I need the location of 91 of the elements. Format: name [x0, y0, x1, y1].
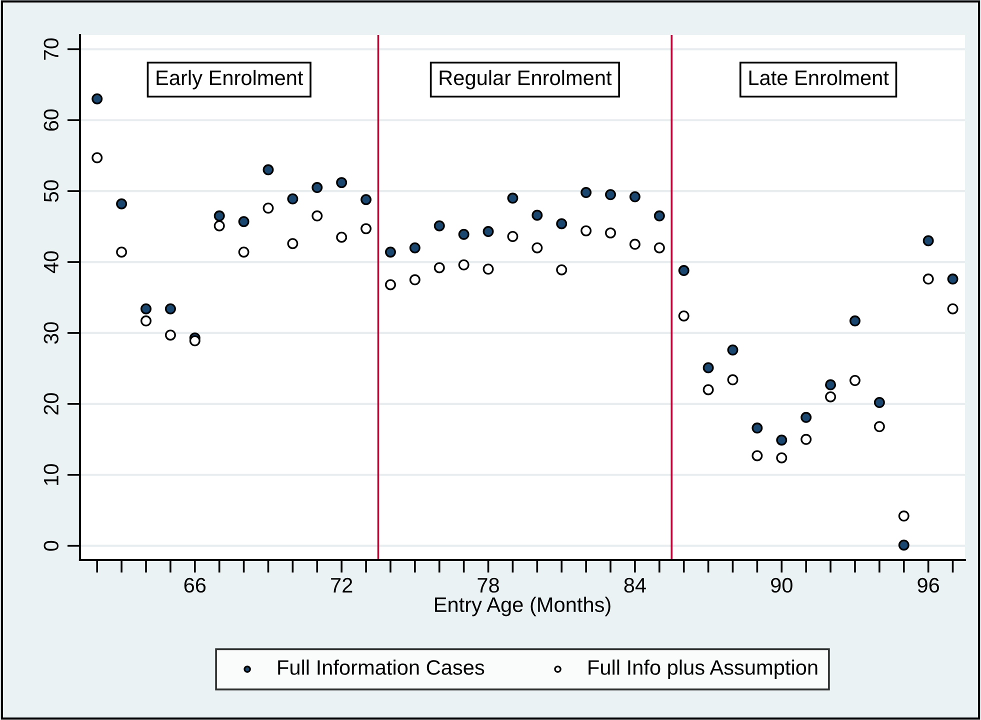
x-tick-label: 66	[184, 578, 206, 593]
x-tick-label: 96	[918, 578, 939, 593]
point	[654, 242, 665, 254]
point	[458, 228, 470, 240]
point	[776, 434, 788, 446]
point	[434, 220, 445, 232]
y-tick-label: 50	[44, 180, 59, 202]
annotation: Late Enrolment	[749, 70, 889, 86]
point	[654, 210, 665, 222]
point	[752, 422, 763, 434]
legend-label: Full Information Cases	[278, 660, 484, 675]
y-tick-label: 40	[44, 251, 59, 274]
point	[360, 223, 372, 234]
x-tick-label: 84	[624, 578, 646, 593]
point	[702, 362, 714, 374]
point	[92, 93, 103, 104]
point	[384, 279, 396, 290]
point	[507, 230, 518, 242]
point	[336, 232, 348, 243]
point	[556, 218, 568, 230]
point	[800, 434, 812, 445]
point	[849, 315, 860, 326]
point	[678, 310, 690, 322]
point	[922, 235, 934, 246]
x-tick-label: 90	[771, 578, 792, 593]
point	[189, 335, 200, 346]
point	[458, 259, 470, 270]
point	[580, 225, 592, 236]
x-axis-title: Entry Age (Months)	[435, 596, 610, 616]
y-tick-label: 70	[44, 38, 59, 60]
annotation: Regular Enrolment	[440, 70, 612, 90]
point	[752, 450, 763, 462]
point	[434, 262, 445, 274]
point	[262, 164, 274, 176]
point	[164, 330, 176, 341]
point	[140, 303, 152, 314]
point	[140, 315, 152, 326]
point	[336, 177, 348, 188]
y-tick-label: 0	[44, 540, 59, 551]
point	[287, 193, 298, 204]
point	[678, 265, 690, 276]
point	[800, 412, 812, 423]
point	[360, 194, 372, 206]
y-tick-label: 20	[44, 393, 59, 414]
point	[384, 246, 396, 258]
point	[580, 187, 592, 198]
point	[702, 384, 714, 396]
point	[238, 216, 250, 228]
point	[482, 264, 494, 275]
point	[874, 421, 885, 432]
point	[727, 374, 738, 386]
point	[605, 227, 616, 238]
y-tick-label: 30	[44, 322, 59, 344]
point	[507, 192, 518, 204]
point	[898, 510, 910, 522]
point	[116, 198, 128, 210]
point	[262, 202, 274, 214]
point	[898, 540, 910, 551]
point	[556, 264, 568, 276]
point	[287, 238, 298, 250]
point	[312, 182, 323, 194]
point	[825, 391, 836, 402]
point	[116, 246, 128, 258]
point	[532, 242, 543, 254]
y-tick-label: 60	[44, 109, 59, 131]
point	[727, 344, 738, 356]
x-tick-label: 78	[478, 578, 499, 593]
x-tick-label: 72	[331, 578, 352, 592]
point	[238, 246, 250, 258]
point	[947, 274, 958, 285]
point	[776, 452, 788, 464]
point	[849, 375, 860, 386]
point	[214, 210, 225, 222]
point	[922, 274, 934, 285]
point	[825, 379, 836, 390]
point	[312, 210, 323, 222]
y-tick-label: 10	[44, 464, 59, 485]
point	[532, 210, 543, 221]
point	[409, 274, 420, 286]
point	[164, 303, 176, 314]
point	[629, 238, 640, 250]
point	[92, 152, 103, 164]
legend-label: Full Info plus Assumption	[588, 660, 818, 680]
point	[629, 191, 640, 202]
point	[947, 303, 958, 314]
point	[482, 226, 494, 238]
point	[605, 189, 616, 200]
point	[214, 220, 225, 232]
point	[409, 242, 420, 254]
annotation: Early Enrolment	[156, 70, 304, 90]
point	[874, 397, 885, 408]
